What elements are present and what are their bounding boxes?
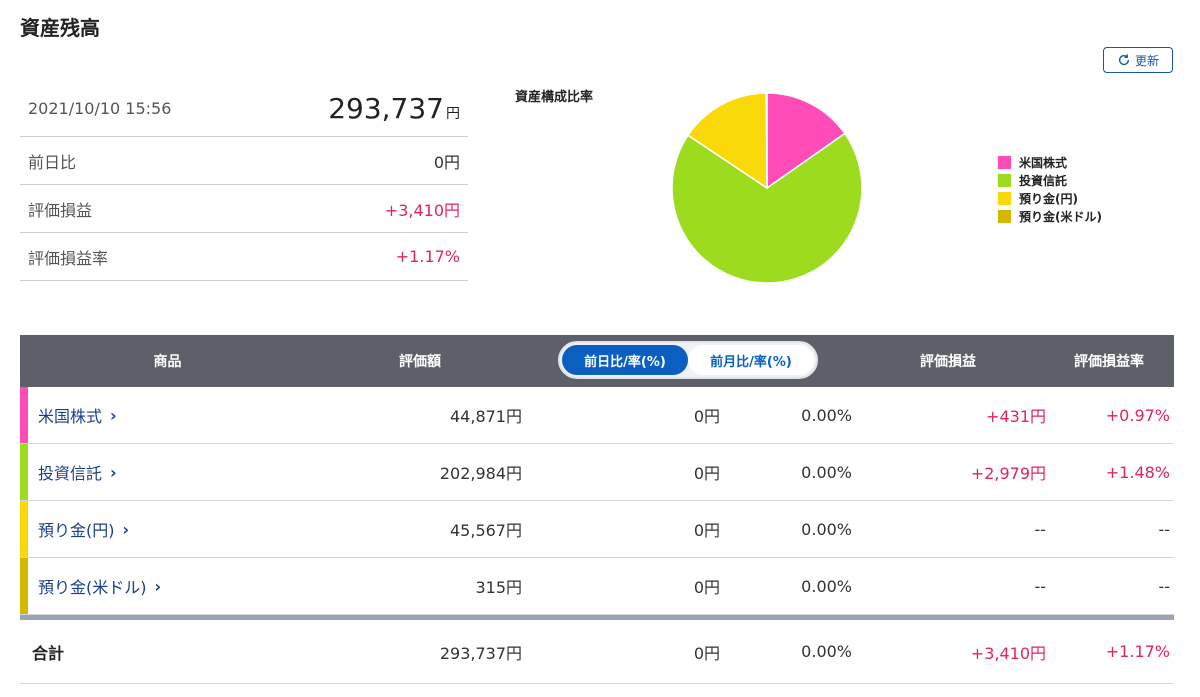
legend-item: 米国株式 [998, 153, 1102, 171]
toggle-daily[interactable]: 前日比/率(%) [562, 345, 688, 375]
table-header: 商品 評価額 前日比/率(%) 前月比/率(%) 評価損益 評価損益率 [20, 335, 1174, 387]
row-color-bar [20, 558, 28, 614]
product-name: 預り金(米ドル) [38, 578, 147, 597]
cell-day-yen: 0円 [693, 643, 720, 663]
total-label: 合計 [32, 643, 65, 663]
header-pl-rate: 評価損益率 [1074, 354, 1144, 370]
summary-value: 0円 [433, 152, 460, 172]
row-color-bar [20, 501, 28, 557]
total-divider [20, 615, 1174, 620]
chevron-right-icon: › [110, 462, 117, 482]
cell-pl-rate: -- [1158, 519, 1170, 539]
pie-slice [686, 92, 768, 190]
row-color-bar [20, 387, 28, 443]
cell-pl: +2,979円 [970, 464, 1046, 483]
cell-day-yen: 0円 [693, 578, 720, 597]
table-row: 投資信託 › 202,984円 0円 0.00% +2,979円 +1.48% [20, 444, 1174, 501]
summary-timestamp: 2021/10/10 15:56 [28, 98, 172, 118]
summary-value: +1.17% [395, 247, 460, 266]
header-valuation: 評価額 [399, 354, 441, 370]
chevron-right-icon: › [122, 519, 130, 539]
toggle-monthly[interactable]: 前月比/率(%) [688, 345, 814, 375]
legend-label: 投資信託 [1019, 173, 1068, 188]
legend-swatch [998, 173, 1011, 187]
page-title: 資産残高 [20, 16, 100, 40]
chevron-right-icon: › [110, 405, 117, 425]
summary-row-pl: 評価損益 +3,410円 [20, 185, 468, 233]
cell-day-yen: 0円 [693, 407, 720, 426]
cell-day-rate: 0.00% [801, 642, 852, 661]
row-color-bar [20, 444, 28, 500]
summary-total-row: 2021/10/10 15:56 293,737 円 [20, 80, 468, 137]
cell-day-rate: 0.00% [801, 405, 852, 425]
cell-day-yen: 0円 [693, 464, 720, 483]
summary-row-pl-rate: 評価損益率 +1.17% [20, 233, 468, 281]
legend-item: 預り金(円) [998, 189, 1102, 207]
chevron-right-icon: › [154, 576, 162, 596]
cell-day-rate: 0.00% [801, 519, 852, 539]
table-row: 米国株式 › 44,871円 0円 0.00% +431円 +0.97% [20, 387, 1174, 444]
product-link[interactable]: 米国株式 › [38, 387, 117, 443]
chart-legend: 米国株式 投資信託 預り金(円) 預り金(米ドル) [998, 153, 1102, 225]
summary-value: +3,410円 [384, 200, 460, 220]
pie-slice [766, 92, 846, 190]
product-link[interactable]: 預り金(米ドル) › [38, 558, 161, 614]
product-link[interactable]: 預り金(円) › [38, 501, 129, 557]
refresh-icon [1117, 53, 1131, 67]
summary-row-day-change: 前日比 0円 [20, 137, 468, 185]
header-product: 商品 [153, 354, 182, 370]
product-name: 米国株式 [38, 407, 103, 426]
cell-pl-rate: +1.17% [1105, 642, 1170, 661]
refresh-label: 更新 [1134, 53, 1159, 68]
legend-label: 米国株式 [1019, 155, 1068, 170]
cell-pl: +431円 [986, 407, 1046, 426]
legend-item: 預り金(米ドル) [998, 207, 1102, 225]
summary-total: 293,737 円 [328, 92, 460, 125]
pie-slice [765, 92, 768, 189]
cell-pl: -- [1034, 576, 1046, 596]
cell-valuation: 315円 [475, 578, 522, 597]
summary-total-unit: 円 [446, 105, 460, 122]
cell-valuation: 44,871円 [450, 407, 522, 426]
summary-total-amount: 293,737 [328, 91, 444, 125]
summary-label: 評価損益 [28, 200, 93, 220]
table-total-row: 合計 293,737円 0円 0.00% +3,410円 +1.17% [20, 620, 1174, 684]
legend-swatch [998, 155, 1011, 169]
legend-swatch [998, 209, 1011, 223]
asset-table: 商品 評価額 前日比/率(%) 前月比/率(%) 評価損益 評価損益率 米国株式… [20, 335, 1174, 684]
header-pl: 評価損益 [920, 354, 976, 370]
summary-panel: 2021/10/10 15:56 293,737 円 前日比 0円 評価損益 +3… [20, 80, 468, 281]
cell-pl-rate: -- [1158, 576, 1170, 596]
cell-day-rate: 0.00% [801, 576, 852, 596]
summary-label: 評価損益率 [28, 248, 109, 268]
cell-pl-rate: +0.97% [1105, 405, 1170, 425]
product-name: 預り金(円) [38, 521, 115, 540]
pie-slice [671, 132, 863, 284]
table-row: 預り金(円) › 45,567円 0円 0.00% -- -- [20, 501, 1174, 558]
cell-pl: -- [1034, 519, 1046, 539]
cell-valuation: 202,984円 [439, 464, 522, 483]
legend-item: 投資信託 [998, 171, 1102, 189]
cell-valuation: 293,737円 [439, 643, 522, 663]
legend-label: 預り金(円) [1019, 191, 1078, 206]
legend-swatch [998, 191, 1011, 205]
table-row: 預り金(米ドル) › 315円 0円 0.00% -- -- [20, 558, 1174, 615]
product-link[interactable]: 投資信託 › [38, 444, 117, 500]
legend-label: 預り金(米ドル) [1019, 209, 1102, 224]
change-period-toggle: 前日比/率(%) 前月比/率(%) [558, 341, 818, 379]
cell-day-yen: 0円 [693, 521, 720, 540]
chart-title: 資産構成比率 [515, 90, 594, 105]
cell-valuation: 45,567円 [450, 521, 522, 540]
summary-label: 前日比 [28, 152, 77, 172]
asset-pie-chart [671, 92, 863, 284]
cell-pl: +3,410円 [970, 643, 1046, 663]
product-name: 投資信託 [38, 464, 103, 483]
cell-pl-rate: +1.48% [1105, 462, 1170, 482]
cell-day-rate: 0.00% [801, 462, 852, 482]
refresh-button[interactable]: 更新 [1103, 47, 1173, 73]
